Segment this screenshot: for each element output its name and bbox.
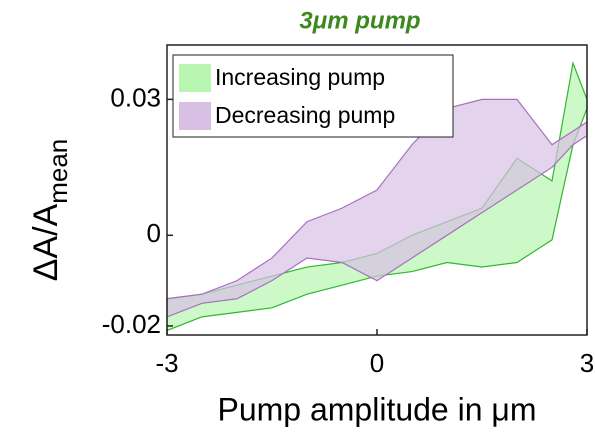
y-tick-label: 0.03 bbox=[110, 82, 161, 112]
legend-label: Increasing pump bbox=[215, 64, 385, 90]
legend-label: Decreasing pump bbox=[215, 102, 395, 128]
y-tick-label: -0.02 bbox=[102, 309, 161, 339]
y-axis-label: ΔA/Amean bbox=[27, 139, 73, 282]
chart-title: 3μm pump bbox=[299, 7, 420, 34]
legend-swatch bbox=[179, 102, 211, 130]
y-tick-label: 0 bbox=[147, 218, 161, 248]
x-axis-label: Pump amplitude in μm bbox=[217, 391, 536, 427]
legend-swatch bbox=[179, 64, 211, 92]
legend-box bbox=[172, 54, 454, 138]
x-tick-label: 0 bbox=[370, 348, 384, 378]
y-label-text: ΔA/A bbox=[27, 203, 65, 281]
y-label-sub: mean bbox=[43, 139, 73, 204]
x-tick-label: 3 bbox=[580, 348, 594, 378]
x-tick-label: -3 bbox=[155, 348, 178, 378]
y-axis-label-main: ΔA/Amean bbox=[27, 139, 73, 282]
